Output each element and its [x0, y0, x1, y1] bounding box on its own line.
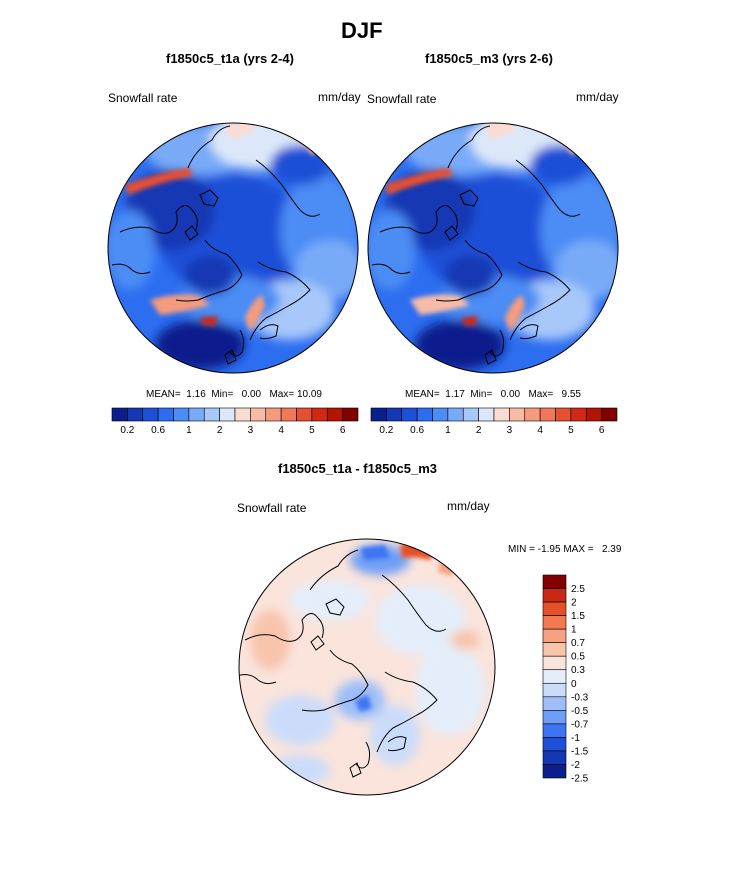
diff-panel-variable-label: Snowfall rate	[237, 501, 307, 515]
colorbar-difference-swatch	[542, 682, 567, 698]
colorbar-difference: 2.5 2 1.5 1 0.7 0.5 0.3 0 -0.3 -0.5 -0.7 -1 -1.5 -2 -2…	[542, 574, 589, 785]
colorbar-difference-swatch	[542, 642, 567, 657]
colorbar-1-swatch	[188, 407, 205, 422]
colorbar-2-swatch	[524, 407, 541, 422]
colorbar-1-tick-label: 4	[278, 425, 284, 436]
colorbar-2-swatch	[585, 407, 602, 422]
colorbar-2-tick-label: 1	[445, 425, 451, 436]
panel-2-units-label: mm/day	[576, 90, 619, 104]
polar-map-2	[367, 122, 619, 374]
colorbar-difference-tick-label: -0.7	[571, 719, 589, 730]
colorbar-difference-swatch	[542, 655, 567, 671]
colorbar-1-swatch	[311, 407, 328, 422]
colorbar-1-swatch	[296, 407, 313, 422]
colorbar-2-tick-label: 6	[599, 425, 605, 436]
colorbar-2-tick-label: 2	[476, 425, 482, 436]
colorbar-difference-tick-label: -0.3	[571, 692, 589, 703]
colorbar-difference-tick-label: -1.5	[571, 746, 589, 757]
colorbar-2-swatch	[416, 407, 433, 422]
colorbar-difference-tick-label: -2	[571, 760, 580, 771]
colorbar-difference-tick-label: 1.5	[571, 611, 585, 622]
colorbar-difference-tick-label: 1	[571, 625, 577, 636]
colorbar-1-swatch	[142, 407, 159, 422]
colorbar-difference-swatch	[542, 628, 567, 643]
colorbar-2-tick-label: 0.2	[379, 425, 393, 436]
colorbar-difference-swatch	[542, 764, 567, 779]
colorbar-2-tick-label: 0.6	[410, 425, 424, 436]
panel-1-title: f1850c5_t1a (yrs 2-4)	[166, 51, 294, 66]
colorbar-1-tick-label: 3	[248, 425, 254, 436]
colorbar-2-swatch	[370, 407, 387, 422]
colorbar-difference-tick-label: -2.5	[571, 774, 589, 785]
colorbar-1-tick-label: 2	[217, 425, 223, 436]
diff-panel-units-label: mm/day	[447, 499, 490, 513]
colorbar-difference-swatch	[542, 588, 567, 603]
colorbar-2-swatch	[539, 407, 556, 422]
colorbar-difference-tick-label: 2.5	[571, 584, 585, 595]
colorbar-1-tick-label: 5	[309, 425, 315, 436]
colorbar-difference-swatch	[542, 696, 567, 711]
colorbar-1-swatch	[280, 407, 297, 422]
diff-panel-title: f1850c5_t1a - f1850c5_m3	[278, 461, 438, 476]
colorbar-difference-swatch	[542, 574, 567, 589]
colorbar-2-swatch	[432, 407, 449, 422]
colorbar-2-swatch	[447, 407, 464, 422]
colorbar-2-swatch	[401, 407, 418, 422]
polar-map-difference	[238, 538, 496, 796]
panel-1-units-label: mm/day	[318, 90, 361, 104]
colorbar-1-swatch	[342, 407, 359, 422]
colorbar-2-swatch	[570, 407, 587, 422]
colorbar-difference-swatch	[542, 710, 567, 725]
colorbar-2-swatch	[462, 407, 479, 422]
colorbar-2-tick-label: 4	[537, 425, 543, 436]
colorbar-2-tick-label: 3	[507, 425, 513, 436]
panel-1-variable-label: Snowfall rate	[108, 91, 178, 105]
colorbar-difference-swatch	[542, 615, 567, 630]
colorbar-difference-swatch	[542, 723, 567, 738]
colorbar-1-swatch	[173, 407, 190, 422]
colorbar-difference-swatch	[542, 750, 567, 765]
colorbar-2-swatch	[386, 407, 403, 422]
panel-2-variable-label: Snowfall rate	[367, 92, 437, 106]
page-title: DJF	[341, 18, 383, 43]
colorbar-difference-tick-label: 0.7	[571, 638, 585, 649]
colorbar-1-tick-label: 0.2	[120, 425, 134, 436]
colorbar-difference-tick-label: 0.3	[571, 665, 585, 676]
colorbar-difference-tick-label: 0	[571, 679, 577, 690]
colorbar-2-swatch	[601, 407, 618, 422]
colorbar-2-tick-label: 5	[568, 425, 574, 436]
colorbar-1-swatch	[250, 407, 267, 422]
colorbar-difference-swatch	[542, 601, 567, 616]
colorbar-1-swatch	[326, 407, 343, 422]
colorbar-1-tick-label: 6	[340, 425, 346, 436]
colorbar-1-swatch	[265, 407, 282, 422]
colorbar-difference-swatch	[542, 737, 567, 752]
colorbar-2-swatch	[478, 407, 495, 422]
panel-2-title: f1850c5_m3 (yrs 2-6)	[425, 51, 553, 66]
colorbar-difference-tick-label: -1	[571, 733, 580, 744]
diff-panel-stats: MIN = -1.95 MAX = 2.39	[508, 544, 622, 555]
colorbar-difference-swatch	[542, 669, 567, 684]
colorbar-2-swatch	[493, 407, 510, 422]
colorbar-1-swatch	[157, 407, 174, 422]
colorbar-2: 0.2 0.6 1 2 3 4 5 6	[370, 407, 618, 436]
colorbar-difference-tick-label: 0.5	[571, 652, 585, 663]
colorbar-1-swatch	[111, 407, 128, 422]
colorbar-1-swatch	[127, 407, 144, 422]
colorbar-difference-tick-label: -0.5	[571, 706, 589, 717]
polar-map-1	[107, 122, 359, 374]
panel-2-stats: MEAN= 1.17 Min= 0.00 Max= 9.55	[405, 389, 581, 400]
colorbar-1: 0.2 0.6 1 2 3 4 5 6	[111, 407, 359, 436]
colorbar-1-tick-label: 1	[186, 425, 192, 436]
colorbar-2-swatch	[509, 407, 526, 422]
colorbar-1-swatch	[219, 407, 236, 422]
colorbar-1-swatch	[234, 407, 251, 422]
panel-1-stats: MEAN= 1.16 Min= 0.00 Max= 10.09	[146, 389, 322, 400]
colorbar-1-tick-label: 0.6	[151, 425, 165, 436]
colorbar-1-swatch	[203, 407, 220, 422]
colorbar-difference-tick-label: 2	[571, 598, 577, 609]
colorbar-2-swatch	[555, 407, 572, 422]
